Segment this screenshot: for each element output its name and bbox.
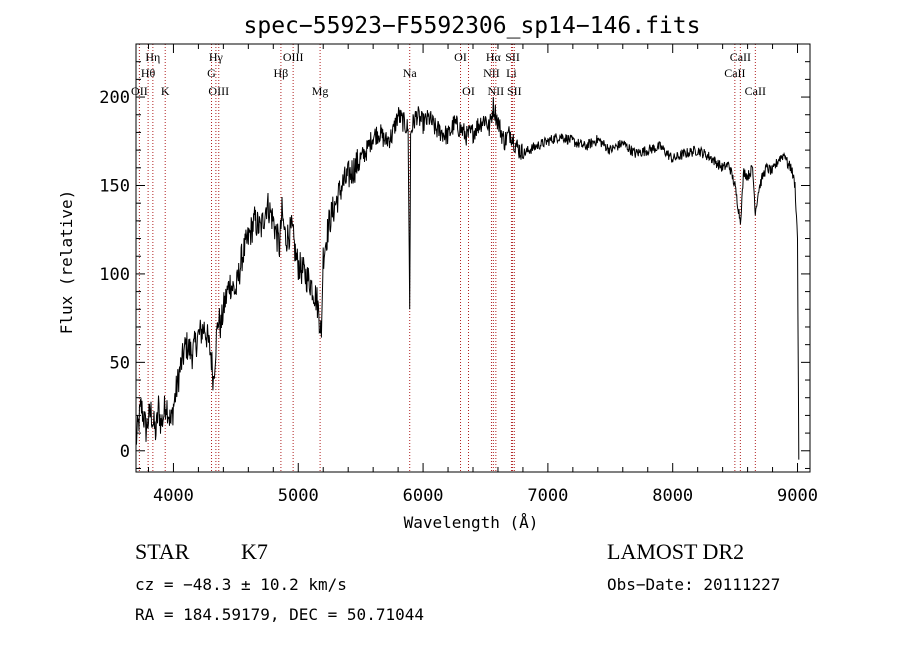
x-axis-ticks: 4000 5000 6000 7000 8000 9000 xyxy=(147,44,818,506)
spectrum-series xyxy=(135,97,800,460)
spectral-line-label: CaII xyxy=(730,50,751,64)
spectral-line-label: K xyxy=(161,84,170,98)
spectral-line-markers xyxy=(138,44,756,472)
spectral-line-label: Hθ xyxy=(141,66,156,80)
object-subclass: K7 xyxy=(241,539,268,564)
x-tick-label: 6000 xyxy=(403,486,444,506)
observation-date: Obs−Date: 20111227 xyxy=(607,575,780,594)
spectral-line-label: OII xyxy=(131,84,148,98)
x-tick-label: 7000 xyxy=(527,486,568,506)
x-tick-label: 8000 xyxy=(652,486,693,506)
spectral-line-label: NII xyxy=(488,84,505,98)
spectral-line-label: Hη xyxy=(145,50,160,64)
survey-name: LAMOST DR2 xyxy=(607,539,744,564)
spectral-line-label: OIII xyxy=(283,50,304,64)
y-tick-label: 150 xyxy=(99,176,130,196)
spectral-line-label: Na xyxy=(403,66,418,80)
redshift-value: cz = −48.3 ± 10.2 km/s xyxy=(135,575,347,594)
spectral-line-label: CaII xyxy=(724,66,745,80)
spectral-line-label: Hα xyxy=(486,50,502,64)
spectral-line-label: SII xyxy=(507,84,522,98)
spectral-line-label: OIII xyxy=(208,84,229,98)
object-type: STAR xyxy=(135,539,190,564)
y-tick-label: 50 xyxy=(110,353,130,373)
spectral-line-label: Li xyxy=(506,66,517,80)
spectral-line-label: Hβ xyxy=(274,66,289,80)
spectral-line-label: OI xyxy=(462,84,475,98)
spectral-line-label: Hγ xyxy=(209,50,224,64)
spectral-line-label: NII xyxy=(483,66,500,80)
x-tick-label: 9000 xyxy=(777,486,818,506)
x-tick-label: 4000 xyxy=(153,486,194,506)
x-axis-label: Wavelength (Å) xyxy=(404,513,539,532)
spectral-line-label: OI xyxy=(454,50,467,64)
coordinates: RA = 184.59179, DEC = 50.71044 xyxy=(135,605,424,624)
x-tick-label: 5000 xyxy=(278,486,319,506)
spectral-line-label: SII xyxy=(505,50,520,64)
spectral-line-label: G xyxy=(207,66,216,80)
y-axis-ticks: 0 50 100 150 200 xyxy=(99,61,810,469)
plot-frame xyxy=(135,43,811,473)
spectral-line-label: CaII xyxy=(745,84,766,98)
y-axis-label: Flux (relative) xyxy=(57,190,76,335)
chart-title: spec−55923−F5592306_sp14−146.fits xyxy=(244,13,701,39)
y-tick-label: 200 xyxy=(99,88,130,108)
y-tick-label: 100 xyxy=(99,265,130,285)
spectral-line-label: Mg xyxy=(312,84,329,98)
y-tick-label: 0 xyxy=(120,442,130,462)
